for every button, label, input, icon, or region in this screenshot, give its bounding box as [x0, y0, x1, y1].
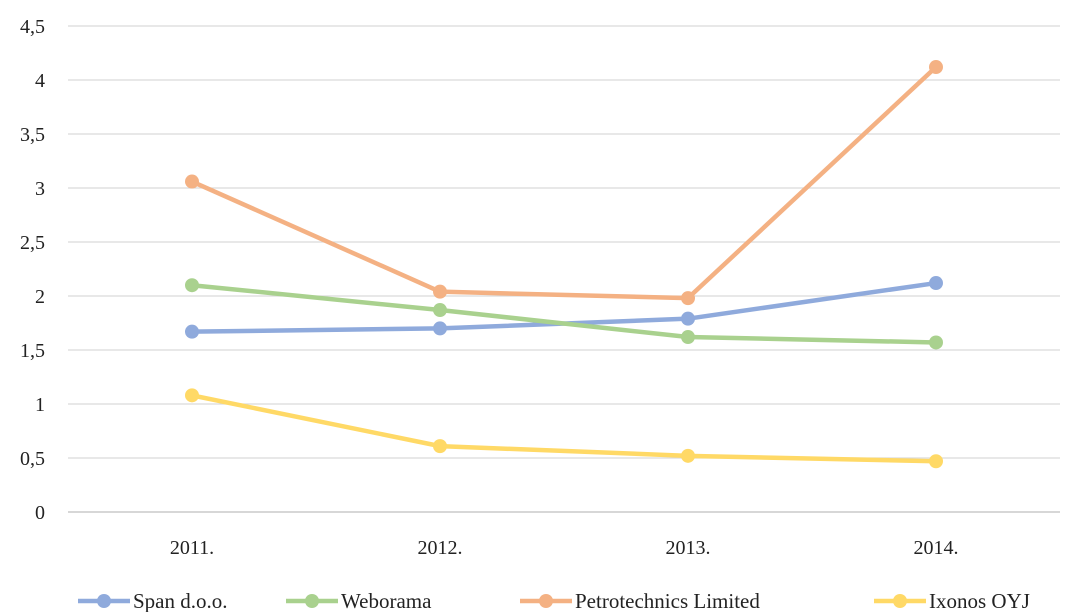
data-point	[681, 330, 695, 345]
legend: Span d.o.o. Weborama Petrotechnics Limited…	[78, 589, 1030, 612]
data-point	[929, 335, 943, 350]
x-axis-ticks: 2011. 2012. 2013. 2014.	[170, 537, 959, 559]
data-point	[185, 278, 199, 293]
series-ixonos-oyj	[185, 388, 943, 469]
x-tick-label: 2014.	[914, 537, 959, 559]
series-span-d-o-o	[185, 276, 943, 339]
data-point	[185, 388, 199, 403]
data-point	[433, 321, 447, 336]
legend-swatch-marker	[305, 594, 319, 608]
data-point	[681, 448, 695, 463]
y-tick-label: 0	[35, 502, 45, 524]
y-axis-ticks: 0 0,5 1 1,5 2 2,5 3 3,5 4 4,5	[20, 16, 45, 524]
data-point	[681, 311, 695, 326]
y-tick-label: 4	[35, 70, 45, 92]
x-tick-label: 2013.	[666, 537, 711, 559]
data-point	[929, 276, 943, 291]
y-tick-label: 3,5	[20, 124, 45, 146]
legend-label: Petrotechnics Limited	[575, 589, 760, 612]
legend-item: Weborama	[286, 589, 432, 612]
legend-label: Ixonos OYJ	[929, 589, 1030, 612]
legend-item: Ixonos OYJ	[874, 589, 1030, 612]
series-line	[189, 64, 939, 301]
legend-label: Span d.o.o.	[133, 589, 228, 612]
series-petrotechnics-limited	[185, 60, 943, 306]
y-tick-label: 1	[35, 394, 45, 416]
series-line	[189, 282, 939, 345]
y-tick-label: 2	[35, 286, 45, 308]
y-tick-label: 2,5	[20, 232, 45, 254]
x-tick-label: 2012.	[418, 537, 463, 559]
legend-item: Span d.o.o.	[78, 589, 228, 612]
data-point	[433, 303, 447, 318]
legend-swatch-marker	[893, 594, 907, 608]
data-point	[185, 324, 199, 339]
y-tick-label: 4,5	[20, 16, 45, 38]
series-lines	[185, 60, 943, 469]
data-point	[185, 174, 199, 189]
gridlines	[68, 25, 1060, 513]
y-tick-label: 0,5	[20, 448, 45, 470]
data-point	[433, 284, 447, 299]
data-point	[929, 454, 943, 469]
series-line	[189, 393, 939, 464]
x-tick-label: 2011.	[170, 537, 214, 559]
y-tick-label: 3	[35, 178, 45, 200]
legend-swatch-marker	[539, 594, 553, 608]
legend-swatch-marker	[97, 594, 111, 608]
legend-label: Weborama	[341, 589, 432, 612]
series-weborama	[185, 278, 943, 350]
y-tick-label: 1,5	[20, 340, 45, 362]
data-point	[929, 60, 943, 75]
legend-item: Petrotechnics Limited	[520, 589, 760, 612]
data-point	[681, 291, 695, 306]
data-point	[433, 439, 447, 454]
